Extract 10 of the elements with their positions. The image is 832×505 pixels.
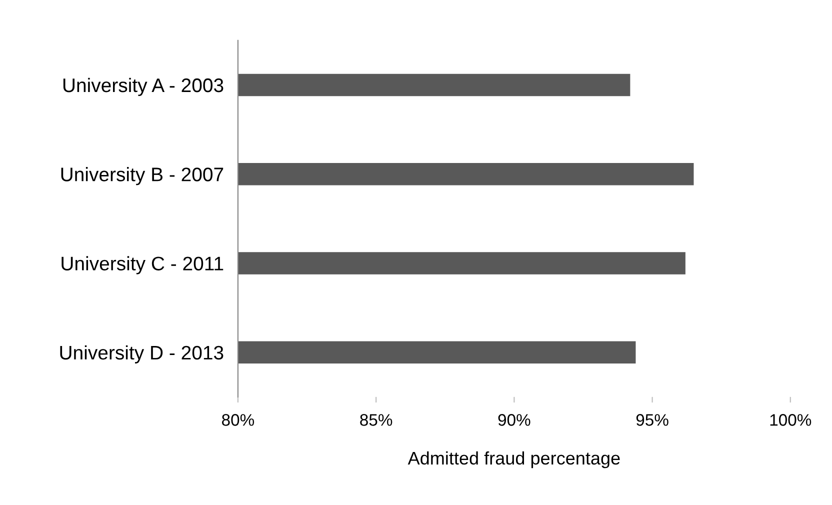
x-axis-title: Admitted fraud percentage xyxy=(408,451,620,468)
y-tick-label: University C - 2011 xyxy=(62,256,224,274)
y-tick-label: University B - 2007 xyxy=(61,167,224,186)
x-tick-label: 85% xyxy=(360,414,392,426)
x-tick-label: 90% xyxy=(498,414,530,426)
y-tick-label: University A - 2003 xyxy=(63,78,224,96)
x-tick-label: 100% xyxy=(770,414,812,426)
y-tick-label: University D - 2013 xyxy=(60,345,224,364)
x-tick-label: 95% xyxy=(636,414,668,426)
x-tick-label: 80% xyxy=(222,414,254,426)
